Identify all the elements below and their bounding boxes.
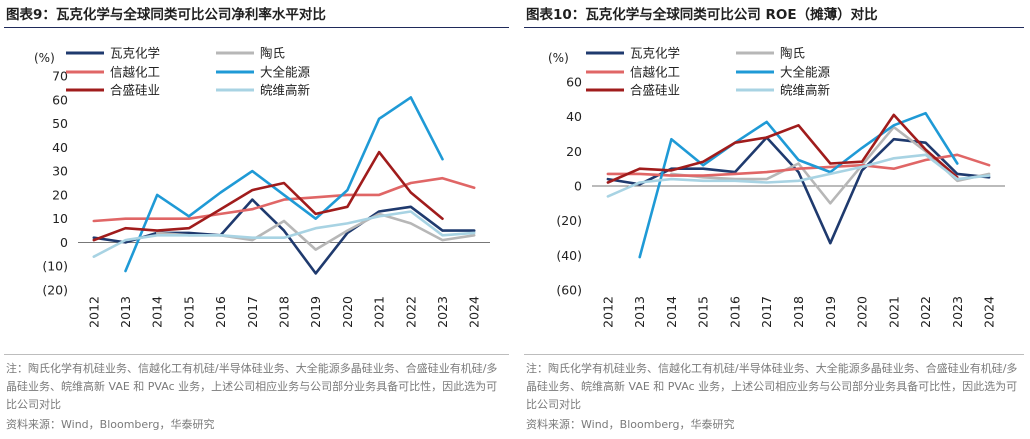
legend-entry: 皖维高新 [736, 83, 830, 98]
x-tick-label: 2018 [277, 296, 292, 328]
x-tick-label: 2015 [696, 296, 711, 328]
series-3-line [606, 153, 991, 177]
series-5-line [92, 150, 444, 242]
y-tick-label: 60 [566, 75, 582, 90]
x-tick-label: 2012 [600, 296, 615, 328]
y-tick-label: 10 [52, 211, 68, 226]
series-2-line [670, 125, 991, 205]
legend-entry: 皖维高新 [216, 83, 310, 98]
x-tick-label: 2022 [403, 296, 418, 328]
chart-panel-roe: 图表10：瓦克化学与全球同类可比公司 ROE（摊薄）对比 (%) (60) (40)… [520, 0, 1030, 439]
legend-label: 大全能源 [780, 65, 831, 80]
y-tick-label: 20 [52, 187, 68, 202]
y-tick-label: 40 [52, 140, 68, 155]
chart-title: 图表9：瓦克化学与全球同类可比公司净利率水平对比 [6, 7, 326, 23]
legend-label: 合盛硅业 [110, 83, 160, 98]
legend-label: 瓦克化学 [630, 46, 680, 61]
y-axis-unit-label: (%) [548, 51, 569, 65]
legend-entry: 陶氏 [736, 46, 805, 61]
roe-line-chart: (%) (60) (40) (20) 0 20 40 60 2012 2013 2014 2015 20… [548, 46, 1005, 328]
legend-entry: 信越化工 [66, 65, 160, 80]
title-divider [524, 27, 1024, 28]
x-tick-label: 2022 [918, 296, 933, 328]
legend-entry: 大全能源 [216, 65, 311, 80]
legend-entry: 陶氏 [216, 46, 285, 61]
y-tick-label: (60) [556, 283, 582, 298]
legend-label: 大全能源 [260, 65, 311, 80]
footer-divider [4, 354, 509, 355]
series-4-line [638, 111, 959, 259]
y-tick-label: (20) [556, 213, 582, 228]
y-tick-label: (20) [42, 283, 68, 298]
series-3-line [92, 176, 476, 223]
legend-label: 瓦克化学 [110, 46, 160, 61]
legend-label: 信越化工 [110, 65, 160, 80]
x-tick-label: 2014 [664, 296, 679, 328]
x-tick-label: 2019 [823, 296, 838, 328]
chart-source: 资料来源：Wind，Bloomberg，华泰研究 [526, 418, 735, 431]
net-margin-line-chart: (%) (20) (10) 0 10 20 30 40 50 60 70 2012 2013 2014 20… [34, 46, 490, 328]
x-tick-label: 2023 [950, 296, 965, 328]
x-tick-label: 2013 [632, 296, 647, 328]
x-tick-label: 2014 [150, 296, 165, 328]
y-tick-label: 30 [52, 164, 68, 179]
y-tick-label: 40 [566, 109, 582, 124]
y-tick-label: (10) [42, 259, 68, 274]
series-6-line [92, 210, 476, 258]
series-6-line [606, 153, 991, 198]
chart-panel-net-margin: 图表9：瓦克化学与全球同类可比公司净利率水平对比 (%) (20) (10) 0 10 2… [4, 7, 509, 431]
x-tick-label: 2016 [727, 296, 742, 328]
y-tick-label: 20 [566, 144, 582, 159]
y-tick-label: 0 [574, 179, 582, 194]
x-tick-label: 2021 [886, 296, 901, 328]
x-tick-label: 2018 [791, 296, 806, 328]
y-axis-unit-label: (%) [34, 51, 55, 65]
x-tick-label: 2024 [982, 296, 997, 328]
x-tick-label: 2019 [308, 296, 323, 328]
legend-label: 信越化工 [630, 65, 680, 80]
x-tick-label: 2015 [181, 296, 196, 328]
legend-label: 陶氏 [780, 46, 805, 61]
x-tick-label: 2016 [213, 296, 228, 328]
legend-label: 陶氏 [260, 46, 285, 61]
legend-entry: 瓦克化学 [586, 46, 680, 61]
legend-entry: 大全能源 [736, 65, 831, 80]
x-tick-label: 2017 [245, 296, 260, 328]
legend-entry: 瓦克化学 [66, 46, 160, 61]
y-tick-label: 70 [52, 69, 68, 84]
chart-note: 注：陶氏化学有机硅业务、信越化工有机硅/半导体硅业务、大全能源多晶硅业务、合盛硅… [6, 362, 498, 411]
y-tick-label: (40) [556, 248, 582, 263]
x-tick-label: 2012 [86, 296, 101, 328]
title-divider [4, 27, 509, 28]
series-1-line [606, 136, 991, 245]
x-tick-label: 2021 [372, 296, 387, 328]
chart-title: 图表10：瓦克化学与全球同类可比公司 ROE（摊薄）对比 [526, 7, 878, 23]
y-tick-label: 50 [52, 116, 68, 131]
legend-entry: 合盛硅业 [66, 83, 160, 98]
chart-note: 注：陶氏化学有机硅业务、信越化工有机硅/半导体硅业务、大全能源多晶硅业务、合盛硅… [526, 362, 1018, 411]
legend-entry: 合盛硅业 [586, 83, 680, 98]
legend-entry: 信越化工 [586, 65, 680, 80]
footer-divider [524, 354, 1024, 355]
series-4-line [124, 96, 444, 273]
x-tick-label: 2024 [467, 296, 482, 328]
x-tick-label: 2020 [340, 296, 355, 328]
x-tick-label: 2020 [855, 296, 870, 328]
legend-label: 合盛硅业 [630, 83, 680, 98]
legend-label: 皖维高新 [260, 83, 310, 98]
x-tick-label: 2017 [759, 296, 774, 328]
chart-source: 资料来源：Wind，Bloomberg，华泰研究 [6, 418, 215, 431]
y-tick-label: 0 [60, 235, 68, 250]
x-tick-label: 2023 [435, 296, 450, 328]
legend-label: 皖维高新 [780, 83, 830, 98]
series-5-line [606, 113, 959, 184]
x-tick-label: 2013 [118, 296, 133, 328]
y-tick-label: 60 [52, 92, 68, 107]
